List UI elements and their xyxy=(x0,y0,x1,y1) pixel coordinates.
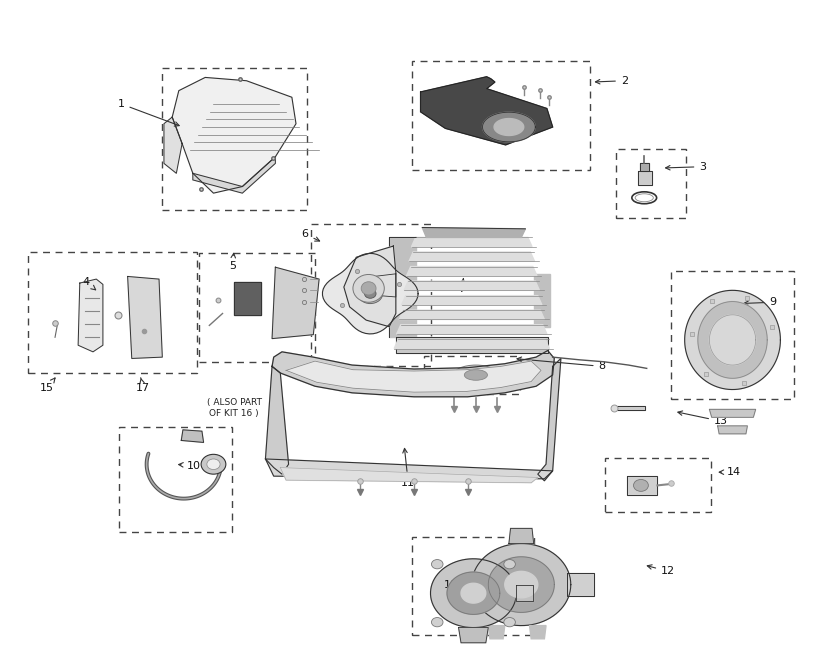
Ellipse shape xyxy=(364,289,375,298)
Polygon shape xyxy=(626,476,657,495)
Polygon shape xyxy=(488,557,553,612)
Text: ( ALSO PART
OF KIT 16 ): ( ALSO PART OF KIT 16 ) xyxy=(207,398,261,418)
Polygon shape xyxy=(322,254,418,334)
Polygon shape xyxy=(430,559,516,627)
Text: 9: 9 xyxy=(743,297,776,307)
Bar xyxy=(412,61,589,170)
Polygon shape xyxy=(409,252,534,261)
Polygon shape xyxy=(529,625,545,639)
Polygon shape xyxy=(401,295,541,305)
Polygon shape xyxy=(164,117,182,173)
Polygon shape xyxy=(639,163,648,171)
Ellipse shape xyxy=(452,365,498,385)
Bar xyxy=(199,253,314,362)
Polygon shape xyxy=(422,228,525,238)
Ellipse shape xyxy=(361,282,375,295)
Polygon shape xyxy=(611,406,644,410)
Polygon shape xyxy=(458,627,488,643)
Polygon shape xyxy=(78,279,103,352)
Polygon shape xyxy=(566,572,593,596)
Text: 2: 2 xyxy=(595,76,627,86)
Polygon shape xyxy=(181,430,203,442)
Ellipse shape xyxy=(207,459,220,469)
Text: 14: 14 xyxy=(719,467,740,477)
Polygon shape xyxy=(280,467,537,483)
Text: 7: 7 xyxy=(458,278,465,294)
Polygon shape xyxy=(272,351,553,397)
Text: 18: 18 xyxy=(443,576,464,590)
Text: 1: 1 xyxy=(117,99,179,126)
Text: 13: 13 xyxy=(677,411,727,426)
Polygon shape xyxy=(504,571,537,598)
Polygon shape xyxy=(488,625,504,639)
Ellipse shape xyxy=(431,560,442,569)
Text: 4: 4 xyxy=(83,278,96,290)
Bar xyxy=(615,149,686,218)
Bar xyxy=(310,224,430,367)
Polygon shape xyxy=(404,281,538,290)
Bar xyxy=(162,68,306,210)
Polygon shape xyxy=(494,119,523,135)
Polygon shape xyxy=(471,544,570,625)
Polygon shape xyxy=(265,367,289,474)
Polygon shape xyxy=(234,282,261,315)
Polygon shape xyxy=(461,583,485,603)
Polygon shape xyxy=(396,325,546,334)
Text: 8: 8 xyxy=(516,357,605,371)
Polygon shape xyxy=(684,290,780,390)
Polygon shape xyxy=(343,246,395,327)
Polygon shape xyxy=(368,274,395,297)
Polygon shape xyxy=(482,112,535,142)
Polygon shape xyxy=(637,171,651,185)
Polygon shape xyxy=(286,361,540,392)
Ellipse shape xyxy=(464,370,487,380)
Polygon shape xyxy=(193,157,275,193)
Polygon shape xyxy=(127,276,162,359)
Polygon shape xyxy=(516,585,533,601)
Polygon shape xyxy=(509,529,533,544)
Polygon shape xyxy=(395,337,547,353)
Bar xyxy=(118,427,232,532)
Text: 11: 11 xyxy=(401,448,414,488)
Ellipse shape xyxy=(352,274,384,302)
Polygon shape xyxy=(411,238,532,247)
Polygon shape xyxy=(537,359,560,481)
Polygon shape xyxy=(399,310,543,319)
Polygon shape xyxy=(533,274,549,327)
Bar xyxy=(28,252,197,373)
Bar xyxy=(412,537,534,635)
Ellipse shape xyxy=(357,284,382,303)
Ellipse shape xyxy=(431,618,442,627)
Text: 5: 5 xyxy=(229,254,236,271)
Ellipse shape xyxy=(633,479,648,491)
Text: 15: 15 xyxy=(40,378,55,393)
Polygon shape xyxy=(447,572,500,614)
Text: 3: 3 xyxy=(665,162,705,172)
Polygon shape xyxy=(420,77,552,145)
Text: 17: 17 xyxy=(136,378,151,393)
Bar xyxy=(423,356,519,394)
Polygon shape xyxy=(172,78,295,193)
Text: 10: 10 xyxy=(179,461,200,471)
Polygon shape xyxy=(697,301,767,378)
Polygon shape xyxy=(272,267,318,339)
Polygon shape xyxy=(406,266,537,276)
Ellipse shape xyxy=(503,560,514,569)
Ellipse shape xyxy=(201,454,226,474)
Ellipse shape xyxy=(503,618,514,627)
Polygon shape xyxy=(394,339,548,349)
Bar xyxy=(671,270,792,400)
Polygon shape xyxy=(709,315,755,365)
Polygon shape xyxy=(265,459,552,479)
Text: 6: 6 xyxy=(301,229,319,241)
Polygon shape xyxy=(717,426,747,434)
Polygon shape xyxy=(389,238,415,337)
Polygon shape xyxy=(709,410,755,417)
Bar xyxy=(605,457,710,512)
Text: 12: 12 xyxy=(647,565,674,576)
